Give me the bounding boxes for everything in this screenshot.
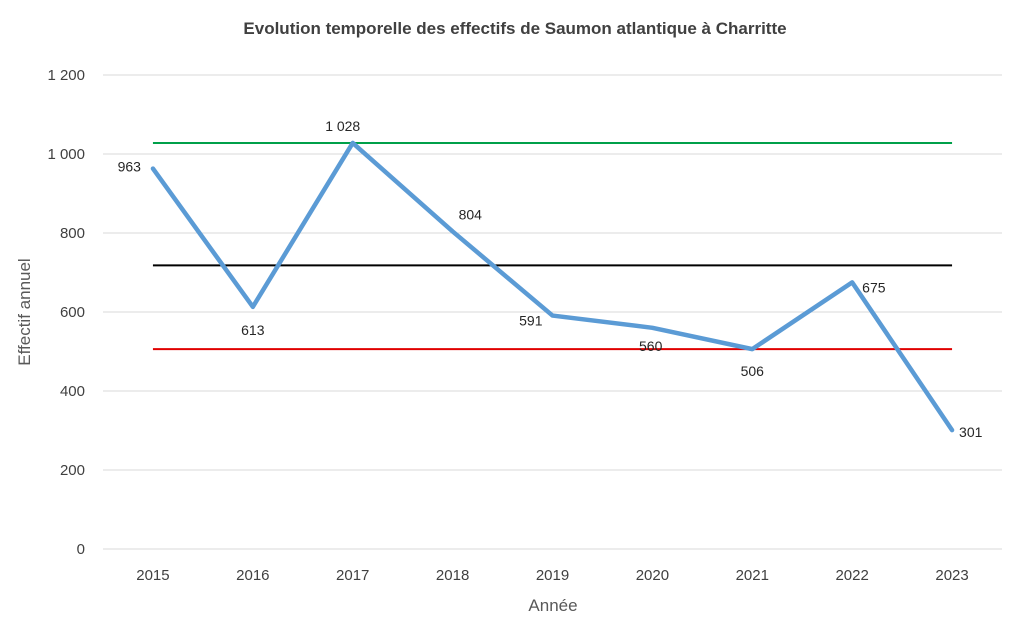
data-label: 560 xyxy=(639,338,663,354)
x-tick-label: 2017 xyxy=(336,567,369,584)
x-tick-label: 2021 xyxy=(736,567,769,584)
data-label: 301 xyxy=(959,424,983,440)
chart-title: Evolution temporelle des effectifs de Sa… xyxy=(243,19,786,38)
data-label: 613 xyxy=(241,322,265,338)
x-axis-title: Année xyxy=(528,596,577,615)
data-labels: 963 613 1 028 804 591 560 506 675 301 xyxy=(118,118,983,440)
data-label: 963 xyxy=(118,159,142,175)
x-tick-label: 2020 xyxy=(636,567,669,584)
y-tick-label: 200 xyxy=(60,462,85,479)
data-point xyxy=(351,141,355,145)
y-tick-label: 1 000 xyxy=(47,146,85,163)
x-tick-label: 2018 xyxy=(436,567,469,584)
data-label: 591 xyxy=(519,313,543,329)
data-label: 804 xyxy=(459,206,483,222)
data-point xyxy=(950,428,954,432)
x-axis-ticks: 2015 2016 2017 2018 2019 2020 2021 2022 2023 xyxy=(136,567,968,584)
y-tick-label: 0 xyxy=(77,541,85,558)
data-point xyxy=(251,305,255,309)
series-layer xyxy=(150,140,955,433)
data-point xyxy=(750,347,754,351)
x-tick-label: 2016 xyxy=(236,567,269,584)
series-line xyxy=(150,140,955,433)
y-tick-label: 400 xyxy=(60,383,85,400)
x-tick-label: 2015 xyxy=(136,567,169,584)
data-label: 1 028 xyxy=(325,118,360,134)
data-point xyxy=(850,280,854,284)
y-tick-label: 800 xyxy=(60,225,85,242)
x-tick-label: 2019 xyxy=(536,567,569,584)
data-label: 506 xyxy=(741,363,765,379)
x-tick-label: 2023 xyxy=(935,567,968,584)
data-point xyxy=(551,314,554,318)
y-tick-label: 1 200 xyxy=(47,67,85,84)
x-tick-label: 2022 xyxy=(835,567,868,584)
data-label: 675 xyxy=(862,279,886,295)
data-point xyxy=(650,326,654,330)
reference-lines xyxy=(152,141,953,351)
y-axis-title: Effectif annuel xyxy=(15,258,34,365)
gridlines xyxy=(103,74,1002,550)
y-tick-label: 600 xyxy=(60,304,85,321)
y-axis-ticks: 0 200 400 600 800 1 000 1 200 xyxy=(47,67,85,558)
data-point xyxy=(451,229,455,233)
data-point xyxy=(151,167,155,171)
